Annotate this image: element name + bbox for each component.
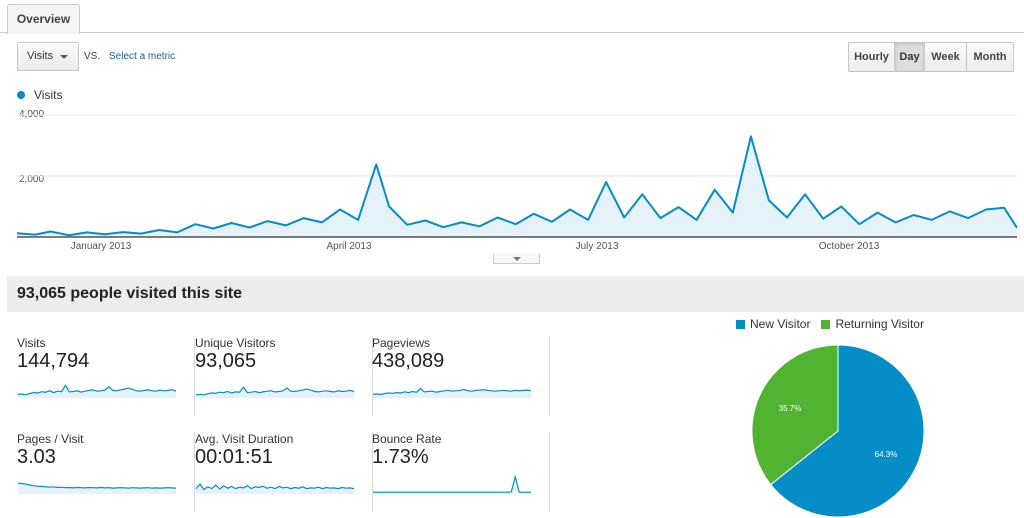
select-metric-link[interactable]: Select a metric — [109, 51, 176, 62]
visits-line-chart[interactable] — [0, 100, 1024, 240]
metric-card-visits[interactable]: Visits 144,794 — [17, 336, 195, 416]
pie-legend-label[interactable]: New Visitor — [750, 317, 811, 331]
x-tick-label: July 2013 — [575, 241, 619, 252]
metric-value: 00:01:51 — [195, 446, 273, 468]
sparkline-line — [17, 384, 177, 396]
metric-value: 1.73% — [372, 446, 429, 468]
visitor-type-pie-chart[interactable]: 64.3% 35.7% — [750, 343, 926, 518]
tab-bar: Overview — [0, 0, 1024, 34]
metric-card-pageviews[interactable]: Pageviews 438,089 — [372, 336, 550, 416]
sparkline-fill — [18, 483, 176, 494]
pie-legend-label[interactable]: Returning Visitor — [835, 317, 924, 331]
metric-label: Bounce Rate — [372, 432, 442, 446]
sparkline-fill — [196, 387, 354, 398]
sparkline — [372, 387, 532, 398]
metric-label: Pages / Visit — [17, 432, 84, 446]
chart-legend[interactable]: Visits — [17, 88, 62, 102]
new-visitor-swatch-icon — [736, 319, 745, 329]
metric-select-label: Visits — [27, 50, 54, 62]
metric-label: Avg. Visit Duration — [195, 432, 294, 446]
visits-series-line — [16, 135, 1018, 237]
pie-slice-new-visitor[interactable] — [770, 344, 925, 518]
x-tick-label: October 2013 — [818, 241, 880, 252]
x-tick-label: January 2013 — [70, 241, 132, 252]
sparkline — [195, 483, 355, 494]
day-button[interactable]: Day — [894, 42, 925, 72]
summary-headline: 93,065 people visited this site — [7, 276, 1024, 312]
sparkline-line — [373, 474, 531, 493]
chart-legend-label: Visits — [34, 88, 63, 102]
metric-value: 3.03 — [17, 446, 56, 468]
metric-label: Pageviews — [372, 336, 431, 350]
metric-select[interactable]: Visits — [17, 42, 79, 71]
month-button[interactable]: Month — [966, 42, 1014, 72]
metric-card-avg-visit-duration[interactable]: Avg. Visit Duration 00:01:51 — [195, 432, 373, 512]
pie-slice-label: 64.3% — [875, 450, 898, 459]
metric-card-bounce-rate[interactable]: Bounce Rate 1.73% — [372, 432, 550, 512]
tab-overview[interactable]: Overview — [7, 4, 80, 34]
granularity-toggle: Hourly Day Week Month — [848, 42, 1014, 72]
chevron-down-icon — [513, 257, 521, 261]
y-tick-label: 2,000 — [19, 174, 45, 185]
visits-area-fill — [17, 136, 1017, 237]
chevron-down-icon — [60, 55, 68, 59]
sparkline-line — [372, 387, 532, 396]
sparkline-line — [17, 482, 177, 489]
pie-slice-returning-visitor[interactable] — [751, 344, 839, 486]
sparkline-fill — [373, 476, 531, 494]
pie-legend: New Visitor Returning Visitor — [736, 317, 924, 331]
sparkline — [195, 386, 355, 398]
sparkline-line — [195, 483, 355, 491]
sparkline-fill — [373, 388, 531, 398]
metric-card-pages-per-visit[interactable]: Pages / Visit 3.03 — [17, 432, 195, 512]
sparkline — [373, 474, 531, 494]
sparkline — [17, 482, 177, 494]
vs-label: VS. — [84, 51, 101, 62]
x-tick-label: April 2013 — [326, 241, 372, 252]
chart-collapse-handle[interactable] — [493, 254, 540, 264]
sparkline — [17, 384, 177, 398]
metric-value: 438,089 — [372, 350, 445, 372]
week-button[interactable]: Week — [924, 42, 967, 72]
metric-card-unique-visitors[interactable]: Unique Visitors 93,065 — [195, 336, 373, 416]
metric-label: Visits — [17, 336, 46, 350]
hourly-button[interactable]: Hourly — [848, 42, 895, 72]
pie-slice-label: 35.7% — [779, 404, 802, 413]
metric-value: 93,065 — [195, 350, 257, 372]
sparkline-line — [195, 386, 355, 396]
metric-label: Unique Visitors — [195, 336, 276, 350]
returning-visitor-swatch-icon — [821, 319, 831, 329]
visits-legend-dot-icon — [17, 91, 25, 99]
metric-value: 144,794 — [17, 350, 90, 372]
